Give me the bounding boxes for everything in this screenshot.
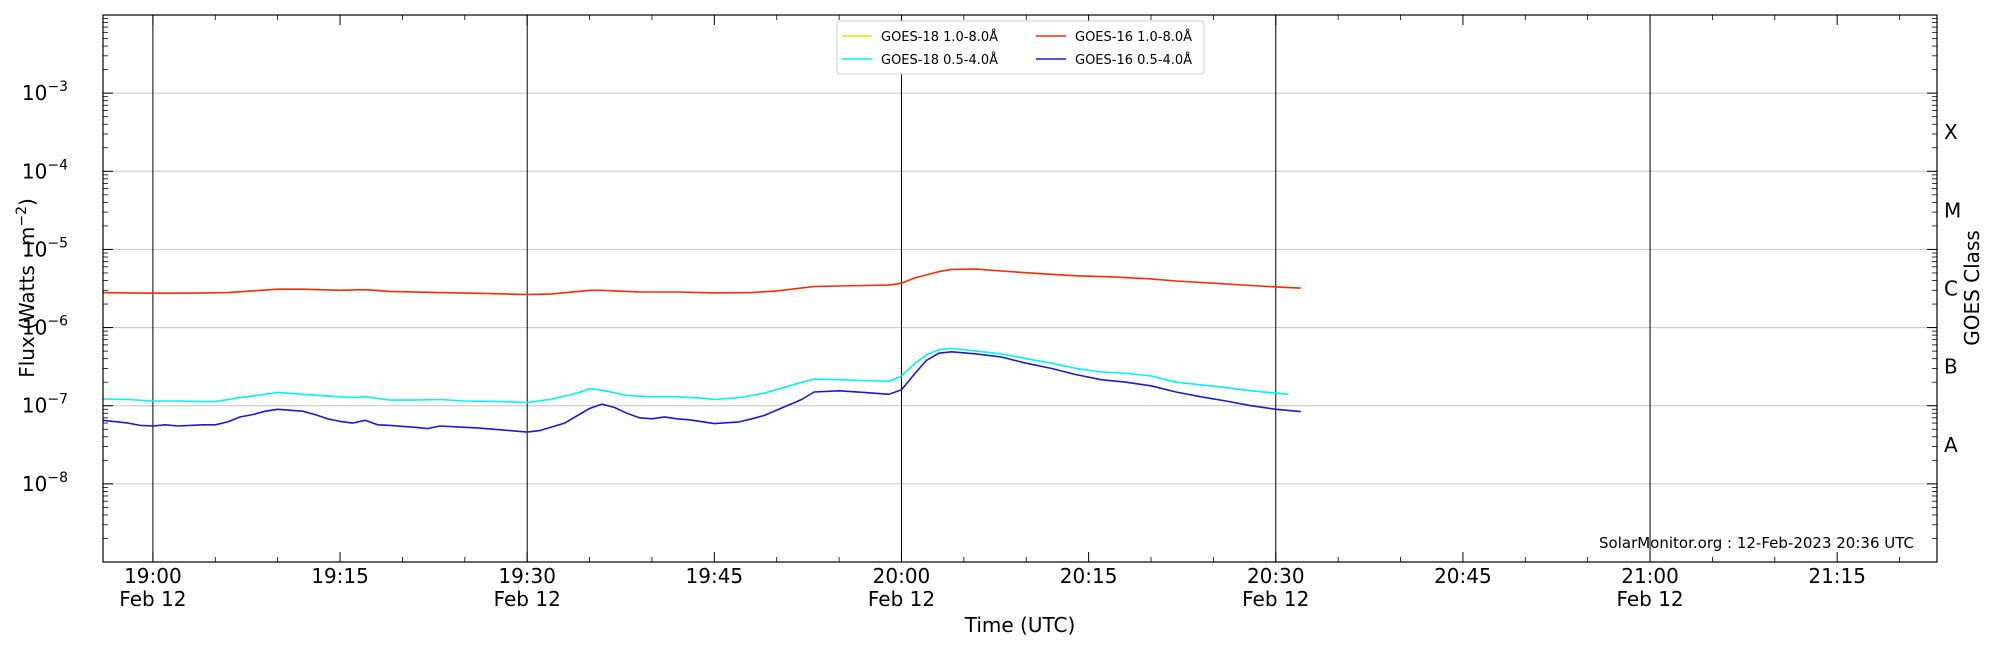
x-tick-label-time: 19:45 — [686, 564, 744, 588]
goes-class-label: M — [1944, 198, 1961, 222]
y-tick-labels: 10−8 10−7 10−6 10−5 10−4 10−3 — [22, 79, 68, 496]
series-line-1 — [102, 268, 1301, 296]
goes-class-label: B — [1944, 355, 1958, 379]
grid-lines — [103, 92, 1937, 485]
legend: GOES-18 1.0-8.0Å GOES-16 1.0-8.0Å GOES-1… — [836, 20, 1205, 75]
y-axis-label: Flux (Watts · m−2) — [14, 198, 39, 378]
legend-box — [836, 20, 1205, 75]
x-tick-label-date: Feb 12 — [868, 587, 935, 611]
x-tick-label-time: 19:00 — [124, 564, 182, 588]
right-axis-label: GOES Class — [1960, 230, 1984, 346]
goes-class-labels: X M C B A — [1944, 120, 1961, 457]
x-tick-label-date: Feb 12 — [494, 587, 561, 611]
day-vertical-lines — [152, 15, 1651, 562]
x-tick-label-time: 20:15 — [1060, 564, 1118, 588]
legend-label-goes16-short: GOES-16 0.5-4.0Å — [1075, 52, 1192, 68]
x-tick-label-time: 21:00 — [1621, 564, 1679, 588]
x-tick-label-date: Feb 12 — [1242, 587, 1309, 611]
x-tick-label-time: 19:30 — [498, 564, 556, 588]
y-tick-label: 10−3 — [22, 79, 68, 105]
y-tick-label: 10−8 — [22, 470, 68, 496]
y-axis-label-sup: −2 — [14, 206, 30, 227]
series-line-2 — [102, 347, 1289, 404]
goes-class-label: A — [1944, 433, 1958, 457]
series-lines — [102, 268, 1301, 433]
x-tick-label-time: 20:45 — [1434, 564, 1492, 588]
y-axis-label-main: Flux (Watts · m — [15, 227, 39, 378]
x-tick-label-date: Feb 12 — [1616, 587, 1683, 611]
plot-frame — [102, 14, 1938, 563]
y-tick-label: 10−4 — [22, 157, 68, 183]
legend-label-goes16-long: GOES-16 1.0-8.0Å — [1075, 29, 1192, 45]
x-tick-label-date: Feb 12 — [119, 587, 186, 611]
y-tick-label: 10−6 — [22, 314, 68, 340]
legend-label-goes18-short: GOES-18 0.5-4.0Å — [881, 52, 998, 68]
goes-class-label: X — [1944, 120, 1958, 144]
goes-class-label: C — [1944, 277, 1958, 301]
source-annotation: SolarMonitor.org : 12-Feb-2023 20:36 UTC — [1599, 534, 1914, 552]
y-tick-label: 10−7 — [22, 392, 68, 418]
x-tick-label-time: 20:30 — [1247, 564, 1305, 588]
legend-label-goes18-long: GOES-18 1.0-8.0Å — [881, 29, 998, 45]
x-tick-label-time: 19:15 — [311, 564, 369, 588]
x-tick-label-time: 21:15 — [1808, 564, 1866, 588]
y-axis-label-close: ) — [15, 198, 39, 206]
series-line-3 — [102, 351, 1301, 433]
y-tick-label: 10−5 — [22, 235, 68, 261]
x-axis-label: Time (UTC) — [964, 613, 1076, 637]
axis-ticks — [103, 14, 1937, 563]
x-tick-label-time: 20:00 — [873, 564, 931, 588]
